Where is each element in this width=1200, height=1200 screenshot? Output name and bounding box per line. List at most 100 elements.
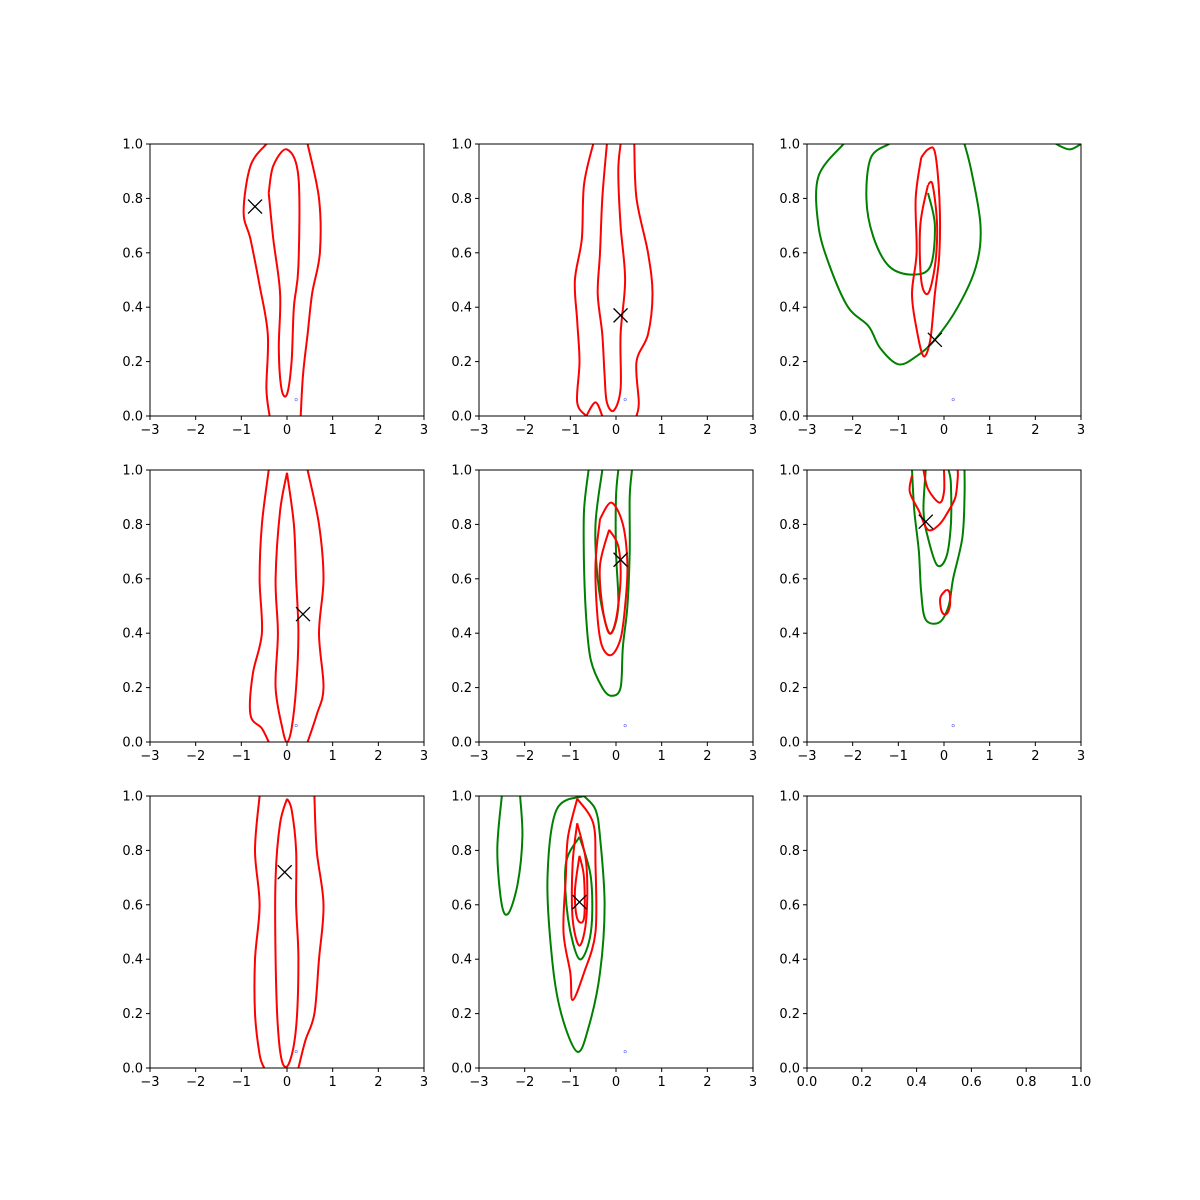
y-tick-label: 1.0 — [779, 464, 800, 479]
y-tick-label: 0.8 — [122, 844, 143, 859]
contour-red-3 — [267, 148, 301, 398]
contour-red-5 — [570, 822, 589, 947]
contour-green-2 — [865, 144, 936, 276]
small-point — [623, 398, 627, 402]
x-tick-label: 2 — [374, 423, 382, 438]
y-tick-label: 0.6 — [451, 572, 472, 587]
x-tick-label: −1 — [561, 423, 580, 438]
y-tick-label: 0.2 — [451, 1007, 472, 1022]
x-tick-label: −3 — [797, 423, 816, 438]
plot-area — [573, 144, 654, 416]
y-tick-label: 0.0 — [779, 1062, 800, 1077]
small-point — [294, 1050, 298, 1054]
y-tick-label: 0.8 — [451, 192, 472, 207]
x-tick-label: −3 — [469, 1075, 488, 1090]
subplot-1: −3 −2 −1 0 1 2 3 0.0 0.2 0.4 0.6 0.8 1.0 — [122, 138, 428, 439]
axes-frame — [149, 469, 425, 743]
x-tick-label: 3 — [749, 749, 757, 764]
y-tick-label: 0.6 — [451, 246, 472, 261]
axes-frame — [149, 143, 425, 417]
y-tick-label: 1.0 — [779, 790, 800, 805]
x-marker — [613, 552, 629, 568]
y-tick-label: 0.4 — [122, 627, 143, 642]
contour-green-1 — [582, 470, 633, 697]
contour-red-6 — [573, 855, 586, 924]
y-tick-label: 0.6 — [779, 246, 800, 261]
y-tick-label: 1.0 — [451, 464, 472, 479]
contour-red-4 — [911, 146, 941, 358]
y-tick-label: 0.4 — [779, 627, 800, 642]
small-point — [951, 724, 955, 728]
y-tick-label: 0.4 — [122, 301, 143, 316]
y-tick-label: 0.2 — [122, 1007, 143, 1022]
contour-green-1 — [911, 470, 966, 625]
x-tick-label: 2 — [374, 749, 382, 764]
contour-green-1 — [815, 144, 982, 366]
x-tick-label: 1 — [658, 423, 666, 438]
y-tick-label: 1.0 — [451, 138, 472, 153]
x-marker — [295, 606, 311, 622]
x-marker — [247, 199, 263, 215]
y-tick-label: 0.4 — [779, 301, 800, 316]
contour-red-4 — [585, 401, 604, 416]
subplot-6: −3 −2 −1 0 1 2 3 0.0 0.2 0.4 0.6 0.8 1.0 — [779, 464, 1085, 765]
x-tick-label: −3 — [469, 749, 488, 764]
x-tick-label: −3 — [140, 423, 159, 438]
subplot-3: −3 −2 −1 0 1 2 3 0.0 0.2 0.4 0.6 0.8 1.0 — [779, 138, 1085, 439]
x-marker — [918, 514, 934, 530]
x-tick-label: 0.8 — [1016, 1075, 1037, 1090]
x-tick-label: 1 — [658, 749, 666, 764]
x-tick-label: −2 — [515, 1075, 534, 1090]
x-tick-label: 0 — [612, 749, 620, 764]
y-tick-label: 0.0 — [451, 1062, 472, 1077]
y-tick-label: 0.4 — [122, 953, 143, 968]
y-tick-label: 0.6 — [122, 898, 143, 913]
axes-frame — [478, 795, 754, 1069]
contour-red-3 — [274, 472, 300, 742]
y-tick-label: 0.0 — [779, 736, 800, 751]
contour-red-3 — [274, 798, 300, 1068]
x-tick-label: 0 — [612, 1075, 620, 1090]
contour-red-3 — [596, 144, 627, 413]
contour-green-2 — [594, 470, 620, 635]
x-tick-label: 3 — [749, 423, 757, 438]
x-marker — [277, 864, 293, 880]
contour-red-4 — [598, 529, 622, 635]
subplot-8: −3 −2 −1 0 1 2 3 0.0 0.2 0.4 0.6 0.8 1.0 — [451, 790, 757, 1091]
x-tick-label: 0 — [940, 423, 948, 438]
x-tick-label: 1 — [329, 749, 337, 764]
small-point — [951, 398, 955, 402]
y-tick-label: 0.0 — [451, 736, 472, 751]
x-marker — [613, 307, 629, 323]
x-tick-label: −1 — [889, 749, 908, 764]
x-tick-label: 3 — [420, 749, 428, 764]
plot-area — [248, 470, 325, 742]
x-tick-label: −1 — [232, 1075, 251, 1090]
x-tick-label: 0 — [612, 423, 620, 438]
x-tick-label: 0.6 — [961, 1075, 982, 1090]
x-marker — [927, 332, 943, 348]
x-marker — [572, 894, 587, 910]
y-tick-label: 0.4 — [451, 627, 472, 642]
y-tick-label: 0.0 — [122, 736, 143, 751]
contour-red-2 — [297, 796, 325, 1068]
axes-frame — [478, 143, 754, 417]
contour-red-2 — [299, 144, 322, 416]
contour-green-2 — [922, 470, 953, 568]
contour-red-5 — [918, 180, 939, 296]
plot-area — [582, 470, 633, 728]
small-point — [623, 1050, 627, 1054]
y-tick-label: 0.2 — [451, 681, 472, 696]
axes-frame — [806, 469, 1082, 743]
x-tick-label: −2 — [186, 1075, 205, 1090]
small-point — [294, 724, 298, 728]
contour-red-2 — [633, 144, 654, 416]
y-tick-label: 0.6 — [779, 572, 800, 587]
x-tick-label: −3 — [469, 423, 488, 438]
y-tick-label: 1.0 — [122, 790, 143, 805]
y-tick-label: 1.0 — [122, 464, 143, 479]
y-tick-label: 0.2 — [779, 681, 800, 696]
contour-green-2 — [546, 796, 606, 1053]
y-tick-label: 0.4 — [451, 953, 472, 968]
